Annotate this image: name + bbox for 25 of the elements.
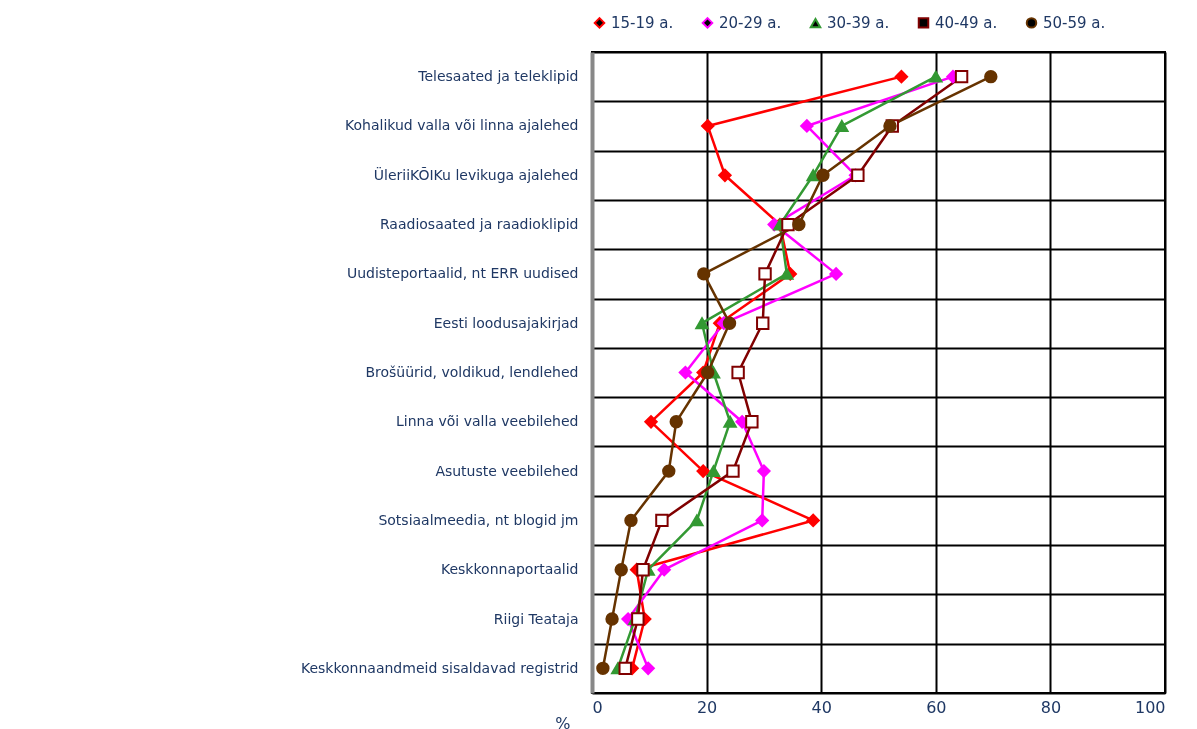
x-tick-label: 40 [811,697,832,717]
y-tick-label: Keskkonnaandmeid sisaldavad registrid [300,659,579,676]
y-tick-label: ÜleriiKÕIKu levikuga ajalehed [373,165,579,183]
x-tick-label: 0 [592,697,603,717]
y-tick-label: Telesaated ja teleklipid [417,68,579,85]
y-tick-label: Eesti loodusajakirjad [433,314,579,331]
x-tick-label: 60 [926,697,947,717]
x-tick-label: 80 [1040,697,1062,717]
legend-label: 50-59 a. [1043,13,1106,32]
y-tick-label: Sotsiaalmeedia, nt blogid jm [378,511,579,528]
x-tick-label: 20 [696,697,718,717]
y-tick-label: Uudisteportaalid, nt ERR uudised [346,265,579,282]
legend-label: 30-39 a. [827,14,890,33]
y-tick-label: Riigi Teataja [493,610,579,627]
y-tick-label: Brošüürid, voldikud, lendlehed [365,364,579,380]
y-tick-label: Raadiosaated ja raadioklipid [379,216,579,233]
legend-label: 20-29 a. [719,13,782,32]
legend-label: 40-49 a. [935,13,998,32]
y-tick-label: Kohalikud valla või linna ajalehed [344,117,579,134]
y-tick-label: Keskkonnaportaalid [440,561,579,578]
x-tick-label: 100 [1134,697,1166,717]
x-axis-title: % [555,713,571,729]
legend-label: 15-19 a. [611,13,674,32]
y-tick-label: Linna või valla veebilehed [396,413,579,430]
y-tick-label: Asutuste veebilehed [435,462,579,479]
